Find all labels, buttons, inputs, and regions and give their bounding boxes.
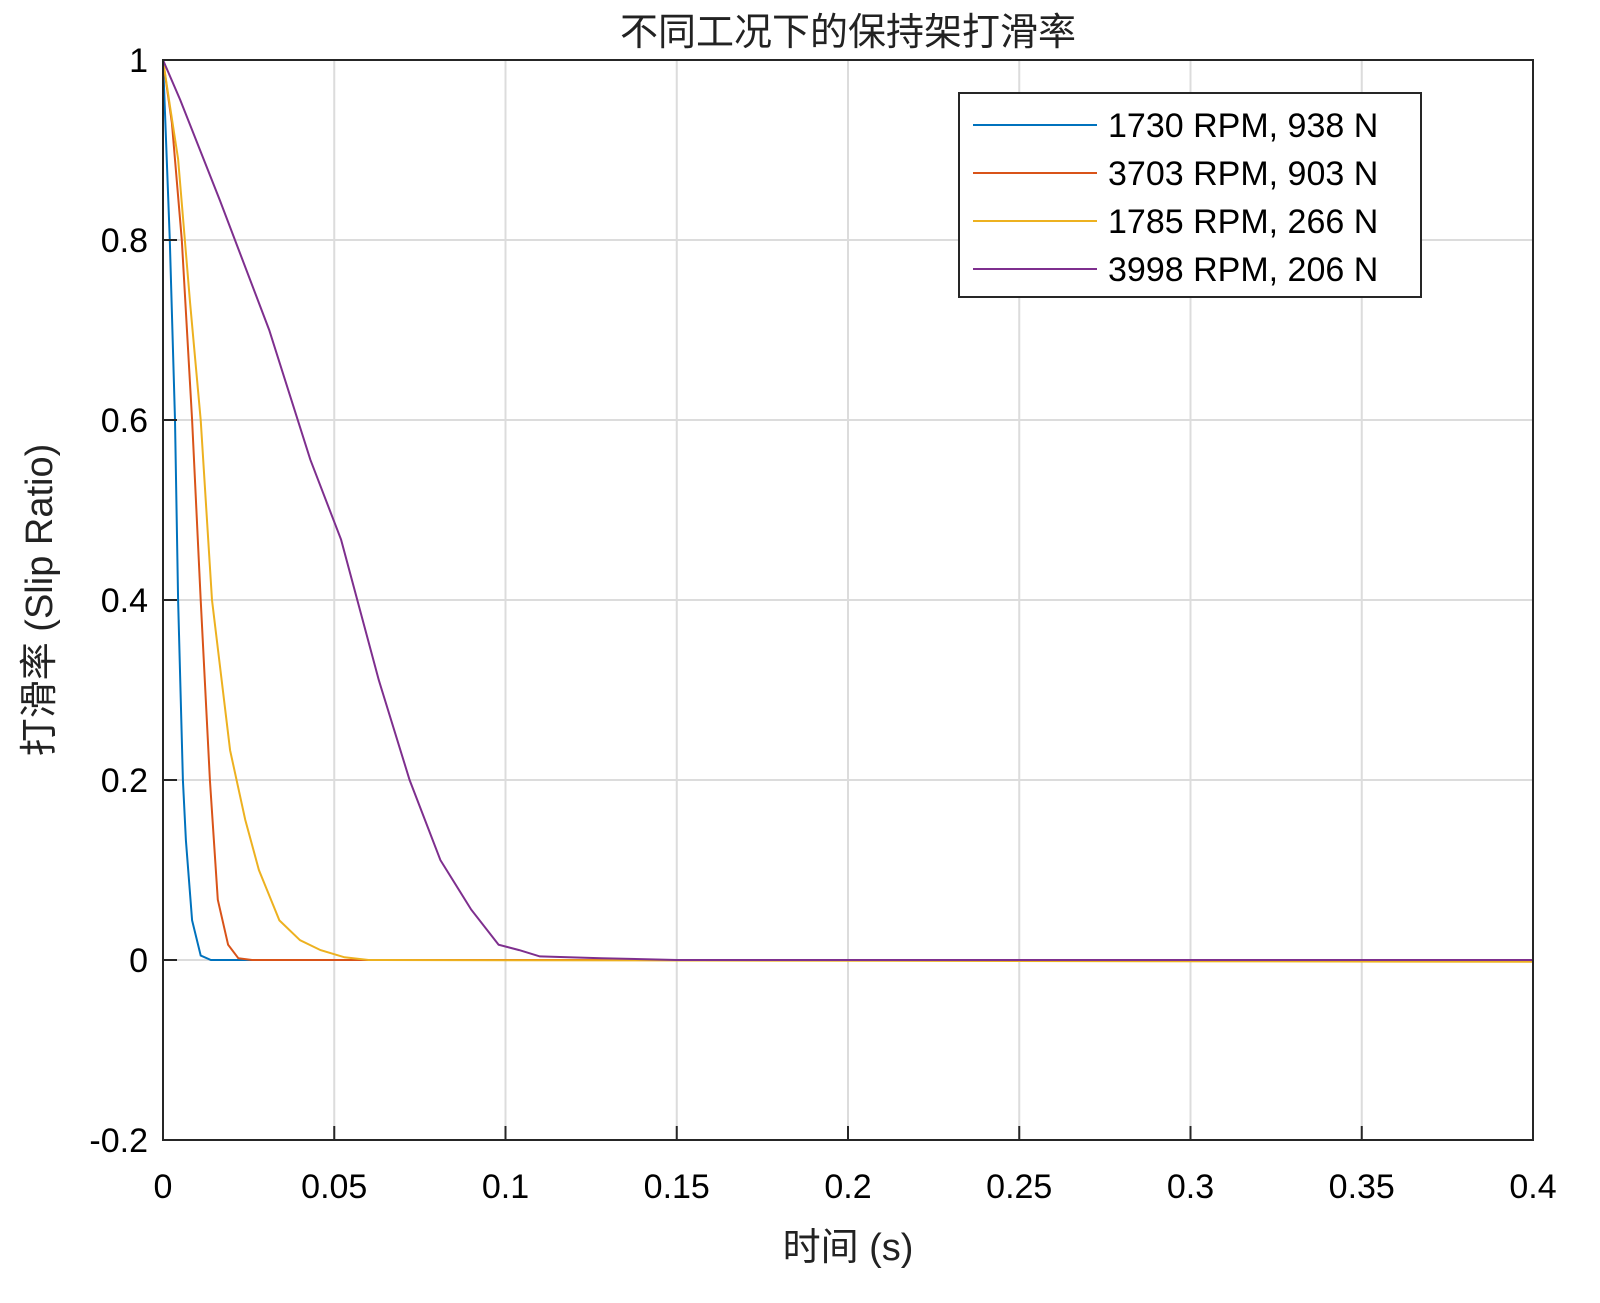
x-tick-label: 0 (154, 1168, 173, 1206)
legend-box (958, 92, 1422, 298)
x-tick-label: 0.4 (1509, 1168, 1556, 1206)
legend-label: 1730 RPM, 938 N (1108, 107, 1378, 145)
y-tick-label: -0.2 (89, 1122, 148, 1160)
x-tick-label: 0.05 (301, 1168, 367, 1206)
legend-label: 1785 RPM, 266 N (1108, 203, 1378, 241)
series-lines (162, 59, 1534, 963)
series-line (162, 59, 1533, 961)
x-tick-label: 0.15 (644, 1168, 710, 1206)
x-tick-label: 0.3 (1167, 1168, 1214, 1206)
y-tick-label: 0.6 (101, 402, 148, 440)
ticks: 0 0.05 0.1 0.15 0.2 0.25 0.3 0.35 0.4-0.200.20.4… (89, 42, 1556, 1206)
y-tick-label: 0.8 (101, 222, 148, 260)
series-line (162, 59, 1533, 961)
legend-label: 3703 RPM, 903 N (1108, 155, 1378, 193)
y-axis-label: 打滑率 (Slip Ratio) (19, 444, 61, 757)
x-axis-label: 时间 (s) (783, 1227, 914, 1269)
x-tick-label: 0.25 (986, 1168, 1052, 1206)
series-line (162, 59, 1533, 961)
x-tick-label: 0.1 (482, 1168, 529, 1206)
x-tick-label: 0.35 (1329, 1168, 1395, 1206)
y-tick-label: 0.4 (101, 582, 148, 620)
y-tick-label: 0.2 (101, 762, 148, 800)
y-tick-label: 1 (129, 42, 148, 80)
series-line (162, 59, 1534, 963)
x-tick-label: 0.2 (824, 1168, 871, 1206)
legend: 1730 RPM, 938 N 3703 RPM, 903 N 1785 RPM, … (958, 92, 1422, 298)
chart-title: 不同工况下的保持架打滑率 (620, 12, 1076, 54)
legend-label: 3998 RPM, 206 N (1108, 251, 1378, 289)
y-tick-label: 0 (129, 942, 148, 980)
